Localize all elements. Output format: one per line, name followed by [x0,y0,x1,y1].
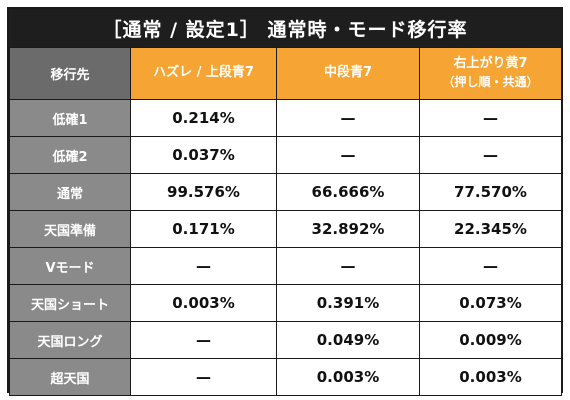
table-cell: 0.049% [276,321,420,359]
table-cell: 0.391% [276,284,420,322]
table-cell: 0.003% [276,358,420,396]
table-cell: 0.009% [419,321,562,359]
row-label: 超天国 [9,358,131,396]
row-label: 天国ロング [9,321,131,359]
table-row: 低確2 0.037% — — [9,136,562,174]
row-label: 低確1 [9,99,131,137]
table-cell: 22.345% [419,210,562,248]
table-cell: 0.073% [419,284,562,322]
table-row: Vモード — — — [9,247,562,285]
table-cell: — [276,99,420,137]
table-cell: — [276,247,420,285]
header-row: 移行先 ハズレ / 上段青7 中段青7 右上がり黄7 （押し順・共通） [9,47,562,100]
table-title: ［通常 / 設定1］ 通常時・モード移行率 [9,9,561,47]
table-row: 超天国 — 0.003% 0.003% [9,358,562,396]
table-cell: 77.570% [419,173,562,211]
rate-table-frame: ［通常 / 設定1］ 通常時・モード移行率 移行先 ハズレ / 上段青7 中段青… [7,7,563,396]
row-label: 天国準備 [9,210,131,248]
table-cell: 0.037% [130,136,277,174]
table-cell: 0.003% [419,358,562,396]
column-header-right-up-yellow7: 右上がり黄7 （押し順・共通） [419,47,562,100]
table-row: 通常 99.576% 66.666% 77.570% [9,173,562,211]
column-header-label: ハズレ / 上段青7 [153,65,254,81]
table-cell: — [419,247,562,285]
table-cell: — [276,136,420,174]
table-cell: 99.576% [130,173,277,211]
column-header-label: 右上がり黄7 [453,56,528,72]
row-label: Vモード [9,247,131,285]
table-cell: 66.666% [276,173,420,211]
table-cell: 0.003% [130,284,277,322]
table-row: 天国ショート 0.003% 0.391% 0.073% [9,284,562,322]
table-row: 天国準備 0.171% 32.892% 22.345% [9,210,562,248]
mode-transition-table: 移行先 ハズレ / 上段青7 中段青7 右上がり黄7 （押し順・共通） 低確1 … [9,47,562,396]
row-label: 低確2 [9,136,131,174]
table-cell: 0.171% [130,210,277,248]
table-row: 低確1 0.214% — — [9,99,562,137]
row-label: 天国ショート [9,284,131,322]
table-cell: — [130,321,277,359]
table-cell: — [130,358,277,396]
table-cell: 32.892% [276,210,420,248]
table-cell: — [130,247,277,285]
table-cell: — [419,136,562,174]
table-cell: — [419,99,562,137]
column-header-hazure: ハズレ / 上段青7 [130,47,277,100]
column-header-label: 中段青7 [323,65,373,81]
destination-header: 移行先 [9,47,131,100]
row-label: 通常 [9,173,131,211]
column-header-sublabel: （押し順・共通） [442,75,539,90]
column-header-center-blue7: 中段青7 [276,47,420,100]
table-row: 天国ロング — 0.049% 0.009% [9,321,562,359]
table-cell: 0.214% [130,99,277,137]
